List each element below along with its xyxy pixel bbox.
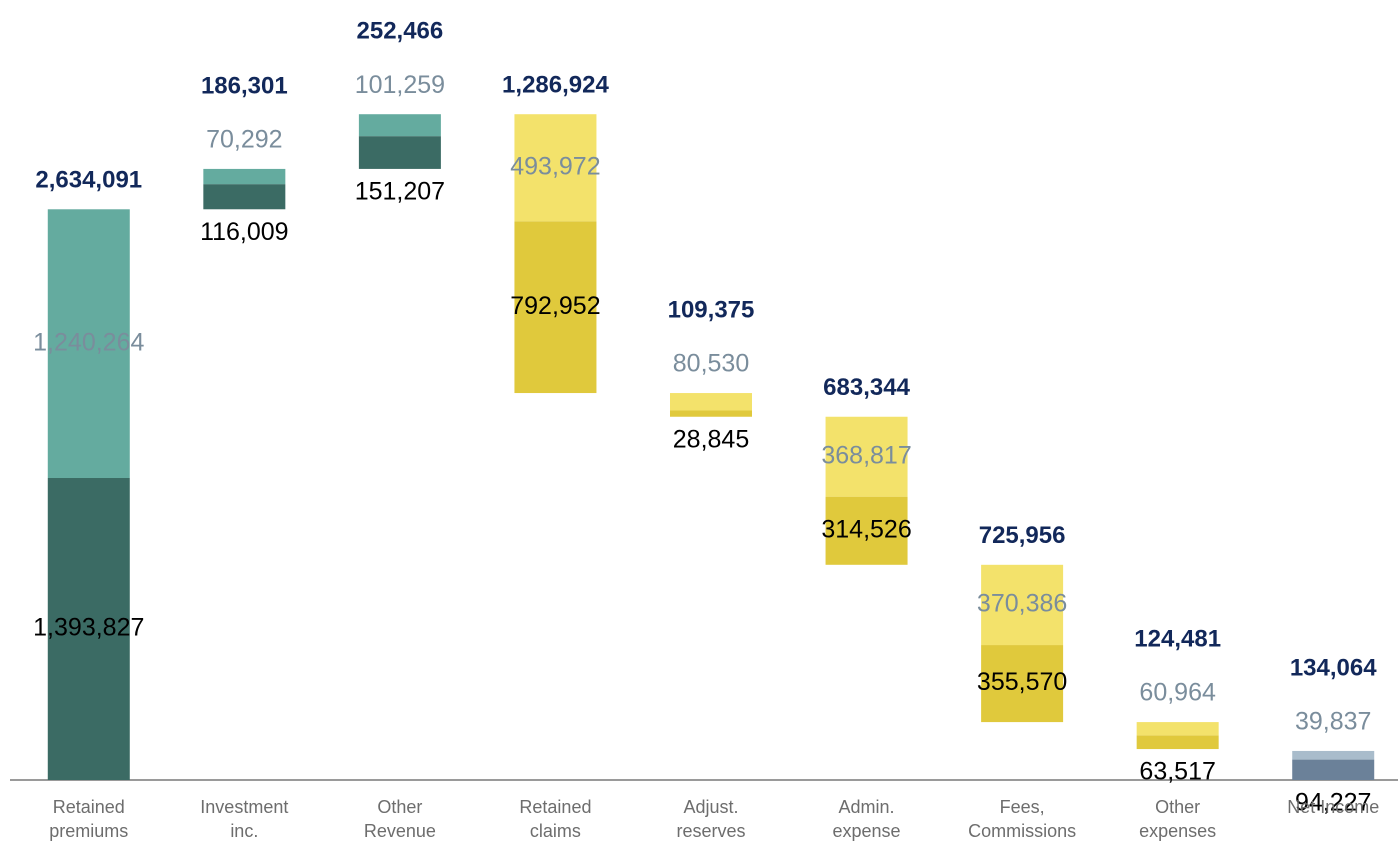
total-label: 134,064 xyxy=(1290,654,1377,681)
bar-segment xyxy=(514,221,597,394)
bar-segment xyxy=(1136,722,1219,736)
bar-segment xyxy=(203,184,286,210)
bottom-value-label: 355,570 xyxy=(977,668,1067,696)
x-tick-label: Retained xyxy=(53,797,125,817)
x-tick-label: reserves xyxy=(676,821,745,841)
bar-segment xyxy=(47,478,130,780)
top-value-label: 60,964 xyxy=(1139,679,1216,707)
bar-segment xyxy=(981,645,1064,723)
x-tick-label: expenses xyxy=(1139,821,1216,841)
bar-segment xyxy=(1136,735,1219,750)
x-tick-label: Net Income xyxy=(1287,797,1379,817)
bar-segment xyxy=(203,168,286,185)
x-tick-label: Admin. xyxy=(839,797,895,817)
total-label: 1,286,924 xyxy=(502,72,609,99)
bar-segment xyxy=(670,393,752,411)
top-value-label: 493,972 xyxy=(510,152,600,180)
bottom-value-label: 792,952 xyxy=(510,292,600,320)
x-tick-label: inc. xyxy=(230,821,258,841)
bottom-value-label: 151,207 xyxy=(355,178,445,206)
total-label: 124,481 xyxy=(1134,625,1221,652)
bar-segment xyxy=(358,114,441,137)
top-value-label: 368,817 xyxy=(821,441,911,469)
bar-segment xyxy=(358,136,441,169)
bottom-value-label: 63,517 xyxy=(1139,758,1215,786)
bar-segment xyxy=(825,416,908,497)
x-tick-label: Retained xyxy=(519,797,591,817)
bar-segment xyxy=(981,564,1064,646)
top-value-label: 370,386 xyxy=(977,590,1067,618)
x-tick-label: Fees, xyxy=(1000,797,1045,817)
total-label: 725,956 xyxy=(979,522,1066,549)
top-value-label: 39,837 xyxy=(1295,708,1371,736)
bottom-value-label: 1,393,827 xyxy=(33,614,144,642)
x-tick-label: Commissions xyxy=(968,821,1076,841)
x-tick-label: premiums xyxy=(49,821,128,841)
x-tick-label: Other xyxy=(1155,797,1200,817)
total-label: 109,375 xyxy=(668,296,755,323)
x-tick-label: Investment xyxy=(200,797,288,817)
bar-segment xyxy=(514,114,597,222)
bar-segment xyxy=(1292,750,1375,760)
x-tick-label: Other xyxy=(377,797,422,817)
bar-segment xyxy=(1292,759,1375,780)
total-label: 186,301 xyxy=(201,72,288,99)
top-value-label: 1,240,264 xyxy=(33,328,144,356)
x-tick-label: Revenue xyxy=(364,821,436,841)
x-tick-label: Adjust. xyxy=(683,797,738,817)
bar-segment xyxy=(47,209,130,479)
bottom-value-label: 116,009 xyxy=(200,218,289,246)
bottom-value-label: 94,227 xyxy=(1295,789,1371,817)
top-value-label: 80,530 xyxy=(673,350,749,378)
x-tick-label: expense xyxy=(833,821,901,841)
total-label: 252,466 xyxy=(357,18,444,45)
x-tick-label: claims xyxy=(530,821,581,841)
total-label: 683,344 xyxy=(823,374,910,401)
top-value-label: 70,292 xyxy=(206,126,282,154)
bottom-value-label: 28,845 xyxy=(673,425,749,453)
bar-segment xyxy=(825,496,908,565)
bottom-value-label: 314,526 xyxy=(821,515,911,543)
total-label: 2,634,091 xyxy=(35,167,142,194)
bar-segment xyxy=(670,410,752,417)
top-value-label: 101,259 xyxy=(355,71,445,99)
